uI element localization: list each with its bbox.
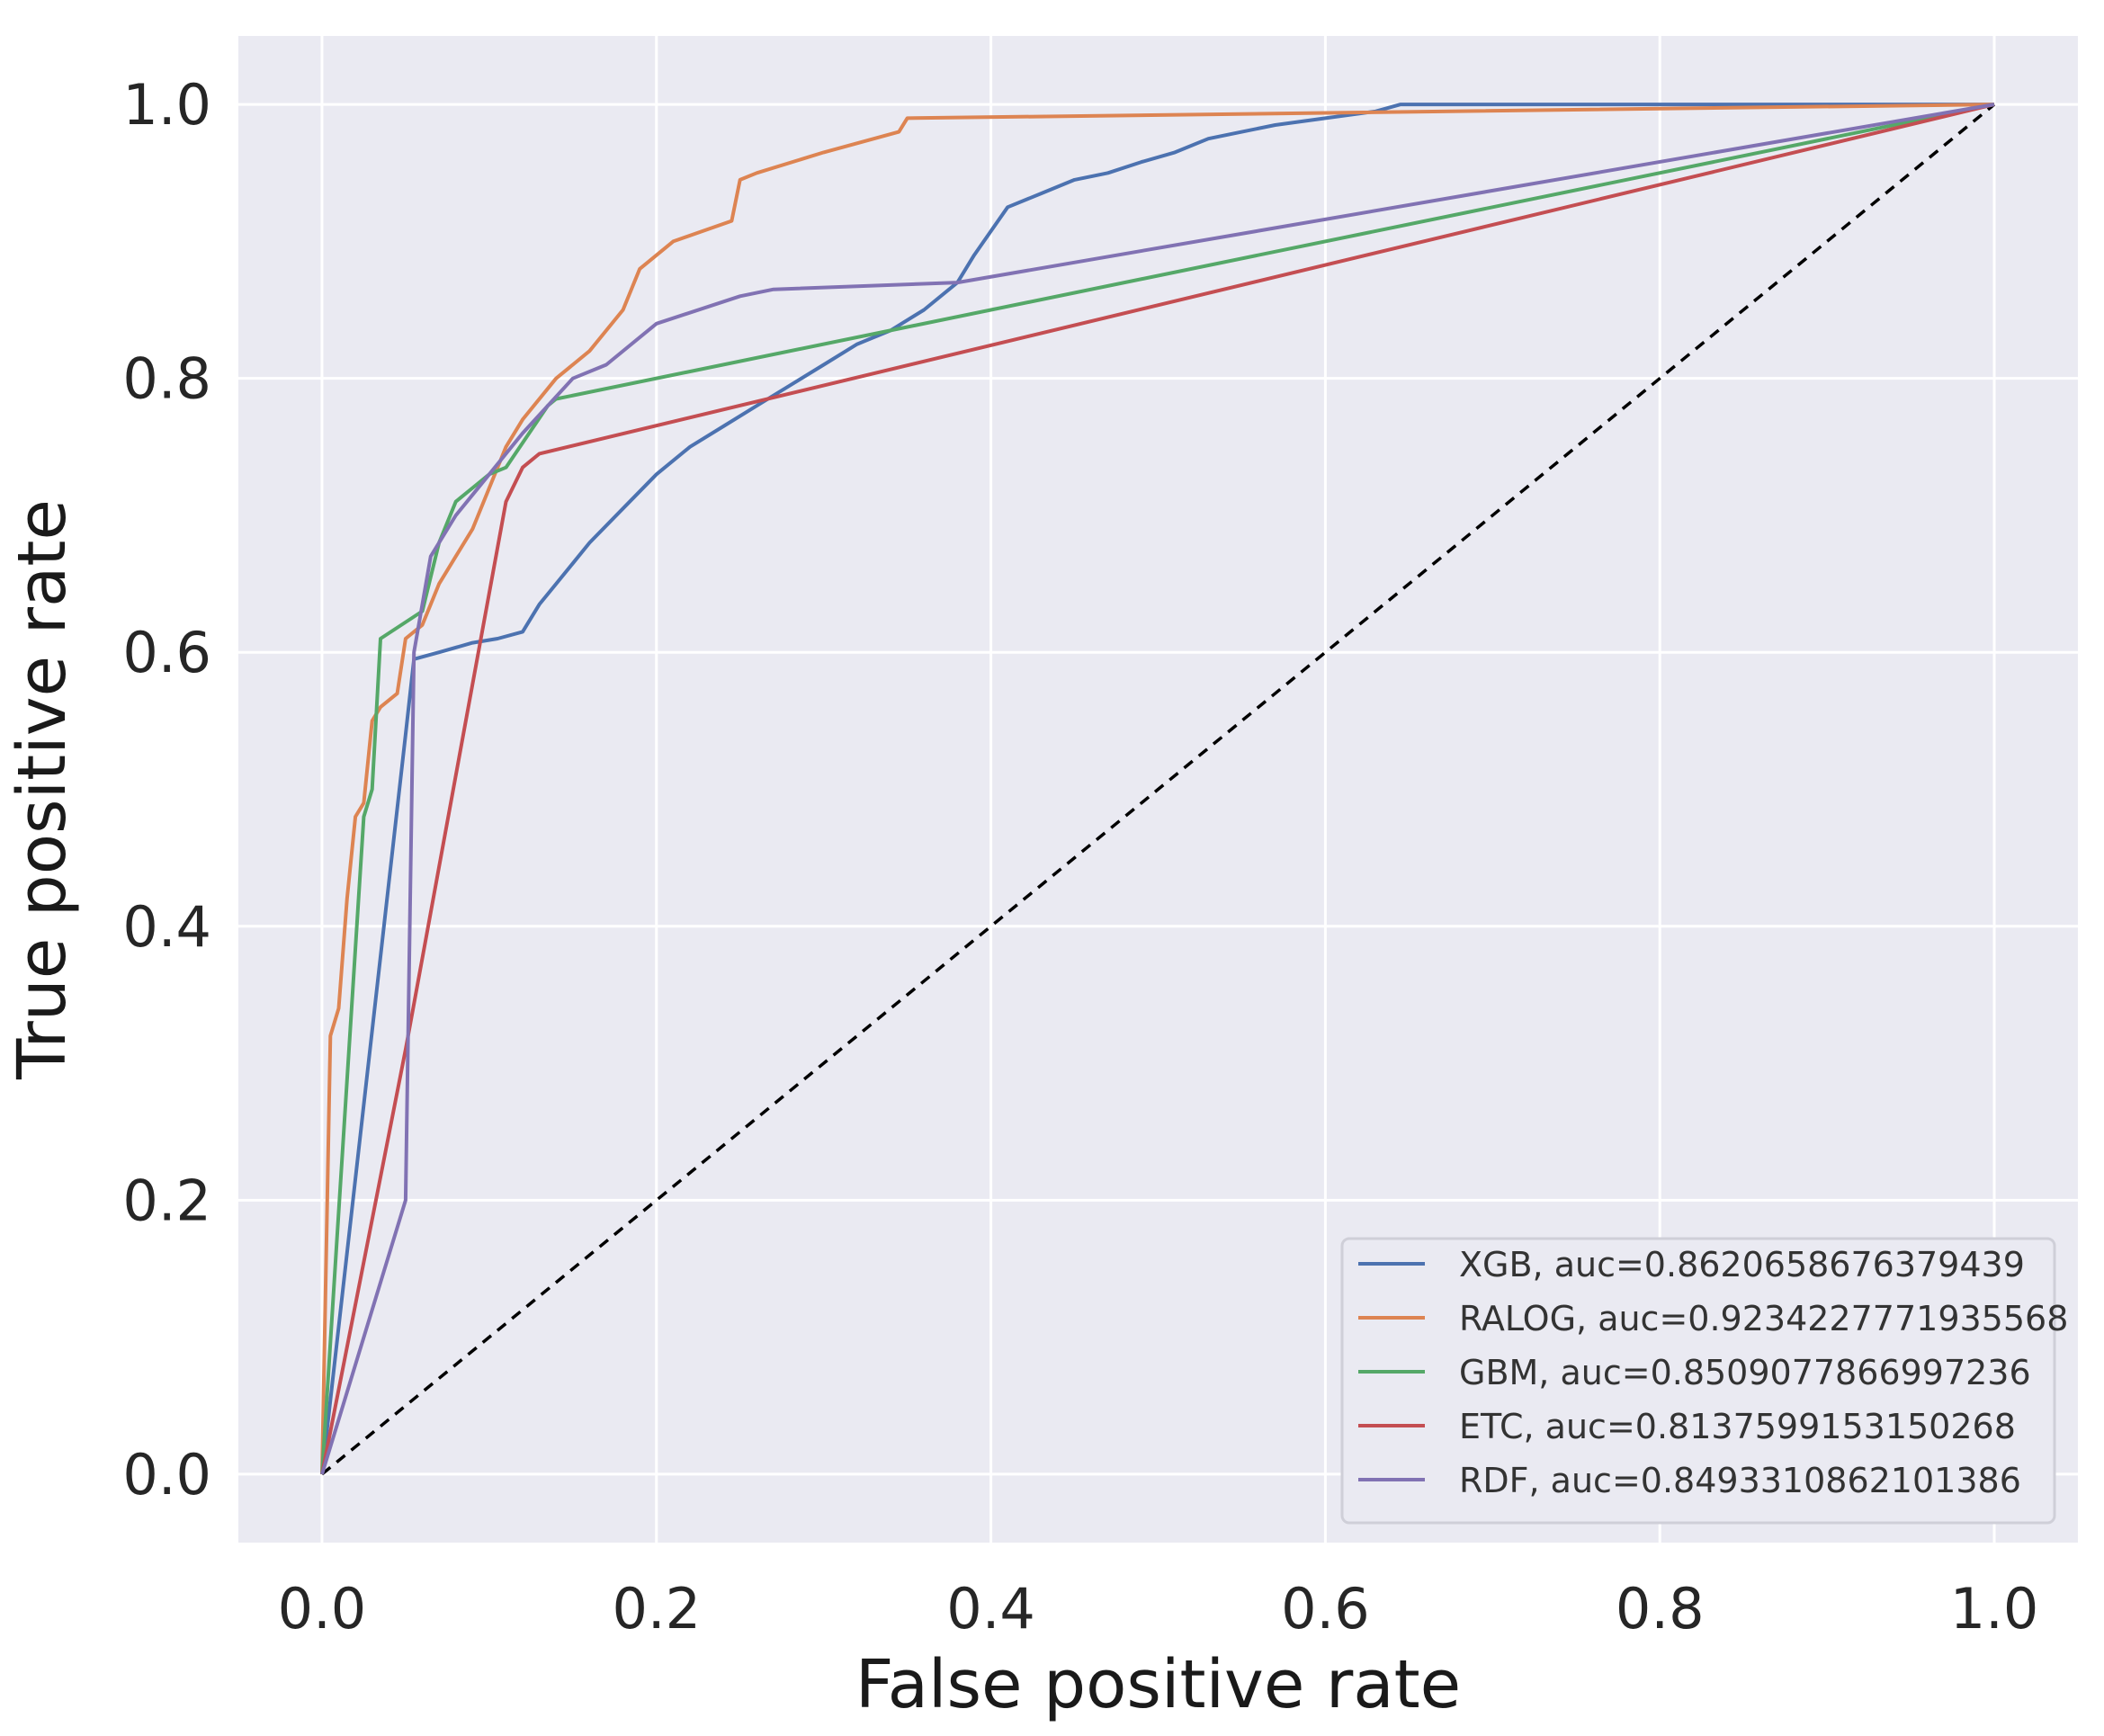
legend-entry: RDF, auc=0.8493310862101386	[1459, 1461, 2021, 1500]
y-tick-label: 0.6	[122, 620, 211, 685]
x-tick-label: 0.8	[1616, 1576, 1705, 1642]
x-axis-ticks: 0.0 0.2 0.4 0.6 0.8 1.0	[278, 1576, 2039, 1642]
x-tick-label: 1.0	[1950, 1576, 2039, 1642]
series-line-3	[320, 103, 1995, 1475]
x-tick-label: 0.6	[1281, 1576, 1370, 1642]
y-tick-label: 0.8	[122, 346, 211, 412]
y-tick-label: 0.2	[122, 1168, 211, 1233]
y-tick-label: 1.0	[122, 72, 211, 138]
legend-frame	[1340, 1237, 2056, 1525]
y-axis-ticks: 0.0 0.2 0.4 0.6 0.8 1.0	[122, 72, 211, 1508]
y-tick-label: 0.0	[122, 1442, 211, 1508]
x-tick-label: 0.4	[946, 1576, 1035, 1642]
x-tick-label: 0.0	[278, 1576, 367, 1642]
series-layer	[320, 103, 1996, 1476]
legend-entry: RALOG, auc=0.9234227771935568	[1459, 1299, 2068, 1338]
series-line-5	[320, 103, 1996, 1476]
grid-lines	[238, 36, 2078, 1543]
y-tick-label: 0.4	[122, 894, 211, 960]
legend: XGB, auc=0.8620658676379439 RALOG, auc=0.…	[1340, 1237, 2068, 1525]
x-tick-label: 0.2	[612, 1576, 701, 1642]
series-line-1	[320, 103, 1995, 1474]
legend-entry: ETC, auc=0.8137599153150268	[1459, 1407, 2016, 1446]
series-line-4	[320, 103, 1995, 1475]
legend-entry: GBM, auc=0.8509077866997236	[1459, 1353, 2031, 1392]
y-axis-label: True positive rate	[4, 499, 81, 1080]
legend-entry: XGB, auc=0.8620658676379439	[1459, 1245, 2025, 1284]
series-line-0	[320, 103, 1994, 1475]
x-axis-label: False positive rate	[855, 1646, 1461, 1723]
